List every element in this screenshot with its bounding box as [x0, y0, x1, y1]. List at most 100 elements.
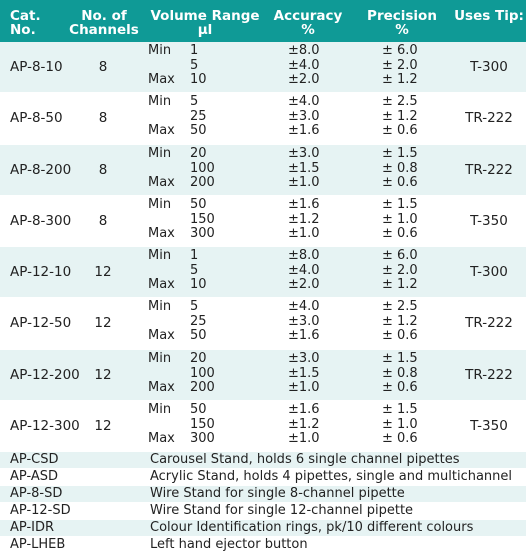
channels-cell: 8	[98, 110, 108, 126]
header-precision-line2: %	[395, 22, 409, 38]
precision-cell-value: ± 1.5	[382, 351, 418, 366]
volume-cell-value: 20	[190, 351, 207, 366]
cat-no-cell: AP-8-10	[10, 59, 63, 75]
precision-cell-value: ± 1.5	[382, 146, 418, 161]
accuracy-cell-value: ±3.0	[288, 351, 320, 366]
min-label: Min	[148, 248, 172, 263]
precision-cell-value: ± 1.2	[382, 72, 418, 87]
accessory-row: AP-LHEB Left hand ejector button	[0, 537, 526, 554]
channels-cell: 12	[94, 367, 112, 383]
accuracy-cell-value: ±4.0	[288, 299, 320, 314]
channels-cell: 8	[98, 162, 108, 178]
cat-no-cell: AP-12-10	[10, 264, 72, 280]
table-row: AP-12-50 12 Min Max 5 25 50 ±4.0 ±3.0 ±1.6 ± 2.5 ±…	[0, 298, 526, 349]
precision-cell-value: ± 1.5	[382, 197, 418, 212]
accessory-cat-no: AP-8-SD	[10, 486, 63, 501]
header-uses-tip: Uses Tip:	[454, 8, 524, 24]
volume-cell-value: 50	[190, 402, 207, 417]
accuracy-cell-value: ±1.6	[288, 197, 320, 212]
accuracy-cell-value: ±1.6	[288, 402, 320, 417]
accuracy-cell: ±3.0 ±1.5 ±1.0	[288, 351, 338, 396]
accessory-row: AP-12-SD Wire Stand for single 12-channel…	[0, 503, 526, 520]
precision-cell-value: ± 1.0	[382, 416, 418, 432]
accuracy-cell-value: ±1.2	[288, 416, 320, 432]
max-label: Max	[148, 226, 175, 241]
max-label: Max	[148, 380, 175, 395]
tip-cell: TR-222	[465, 162, 513, 178]
table-row: AP-12-200 12 Min Max 20 100 200 ±3.0 ±1.5 ±1.0 ± …	[0, 350, 526, 401]
header-cat-no: Cat. No.	[10, 8, 41, 38]
precision-cell-value: ± 0.6	[382, 380, 418, 395]
accessory-description: Wire Stand for single 12-channel pipette	[150, 503, 414, 518]
volume-cell: 20 100 200	[190, 146, 230, 191]
precision-cell-value: ± 6.0	[382, 43, 418, 58]
accuracy-cell-value: ±3.0	[288, 313, 320, 329]
volume-cell-value: 300	[190, 431, 215, 446]
accuracy-cell-value: ±1.6	[288, 123, 320, 138]
precision-cell: ± 6.0 ± 2.0 ± 1.2	[382, 43, 432, 88]
cat-no-cell: AP-8-200	[10, 162, 72, 178]
spacer	[148, 367, 175, 382]
precision-cell-value: ± 2.5	[382, 299, 418, 314]
precision-cell-value: ± 0.6	[382, 431, 418, 446]
cat-no-cell: AP-12-50	[10, 315, 72, 331]
volume-cell: 5 25 50	[190, 299, 230, 344]
range-labels: Min Max	[148, 197, 175, 242]
table-row: AP-8-50 8 Min Max 5 25 50 ±4.0 ±3.0 ±1.6 ± 2.5 ± 1…	[0, 93, 526, 144]
precision-cell: ± 1.5 ± 0.8 ± 0.6	[382, 351, 432, 396]
accessory-description: Left hand ejector button	[150, 537, 308, 552]
volume-cell-value: 5	[190, 262, 199, 278]
volume-cell: 50 150 300	[190, 197, 230, 242]
accuracy-cell: ±1.6 ±1.2 ±1.0	[288, 197, 338, 242]
accuracy-cell-value: ±1.2	[288, 211, 320, 227]
volume-cell-value: 100	[190, 365, 215, 381]
accessory-row: AP-ASD Acrylic Stand, holds 4 pipettes, s…	[0, 469, 526, 486]
volume-cell-value: 150	[190, 211, 215, 227]
volume-cell: 5 25 50	[190, 94, 230, 139]
accuracy-cell-value: ±4.0	[288, 57, 320, 73]
volume-cell-value: 50	[190, 123, 207, 138]
tip-cell: T-300	[470, 59, 508, 75]
precision-cell-value: ± 1.2	[382, 108, 418, 124]
tip-cell: TR-222	[465, 315, 513, 331]
volume-cell-value: 5	[190, 299, 199, 314]
precision-cell: ± 2.5 ± 1.2 ± 0.6	[382, 94, 432, 139]
volume-cell-value: 50	[190, 197, 207, 212]
spacer	[148, 315, 175, 330]
accessory-cat-no: AP-CSD	[10, 452, 59, 467]
accessory-row: AP-8-SD Wire Stand for single 8-channel p…	[0, 486, 526, 503]
range-labels: Min Max	[148, 43, 175, 88]
channels-cell: 12	[94, 418, 112, 434]
accuracy-cell-value: ±1.0	[288, 175, 320, 190]
precision-cell: ± 2.5 ± 1.2 ± 0.6	[382, 299, 432, 344]
accuracy-cell-value: ±8.0	[288, 248, 320, 263]
precision-cell-value: ± 2.0	[382, 262, 418, 278]
volume-cell-value: 5	[190, 94, 199, 109]
accessory-row: AP-CSD Carousel Stand, holds 6 single cha…	[0, 452, 526, 469]
accuracy-cell-value: ±1.0	[288, 226, 320, 241]
tip-cell: T-300	[470, 264, 508, 280]
min-label: Min	[148, 146, 172, 161]
precision-cell-value: ± 0.6	[382, 328, 418, 343]
accessory-description: Acrylic Stand, holds 4 pipettes, single …	[150, 469, 513, 484]
accuracy-cell-value: ±3.0	[288, 146, 320, 161]
spacer	[148, 213, 175, 228]
channels-cell: 12	[94, 264, 112, 280]
header-channels-line2: Channels	[69, 22, 139, 38]
header-accuracy-line2: %	[301, 22, 315, 38]
accuracy-cell-value: ±1.5	[288, 160, 320, 176]
spacer	[148, 110, 175, 125]
range-labels: Min Max	[148, 351, 175, 396]
channels-cell: 8	[98, 213, 108, 229]
precision-cell-value: ± 1.2	[382, 277, 418, 292]
volume-cell-value: 20	[190, 146, 207, 161]
accessory-cat-no: AP-LHEB	[10, 537, 66, 552]
table-row: AP-12-300 12 Min Max 50 150 300 ±1.6 ±1.2 ±1.0 ± …	[0, 401, 526, 452]
range-labels: Min Max	[148, 248, 175, 293]
table-row: AP-8-300 8 Min Max 50 150 300 ±1.6 ±1.2 ±1.0 ± 1.…	[0, 196, 526, 247]
accuracy-cell-value: ±2.0	[288, 72, 320, 87]
volume-cell-value: 100	[190, 160, 215, 176]
cat-no-cell: AP-8-300	[10, 213, 72, 229]
tip-cell: TR-222	[465, 110, 513, 126]
